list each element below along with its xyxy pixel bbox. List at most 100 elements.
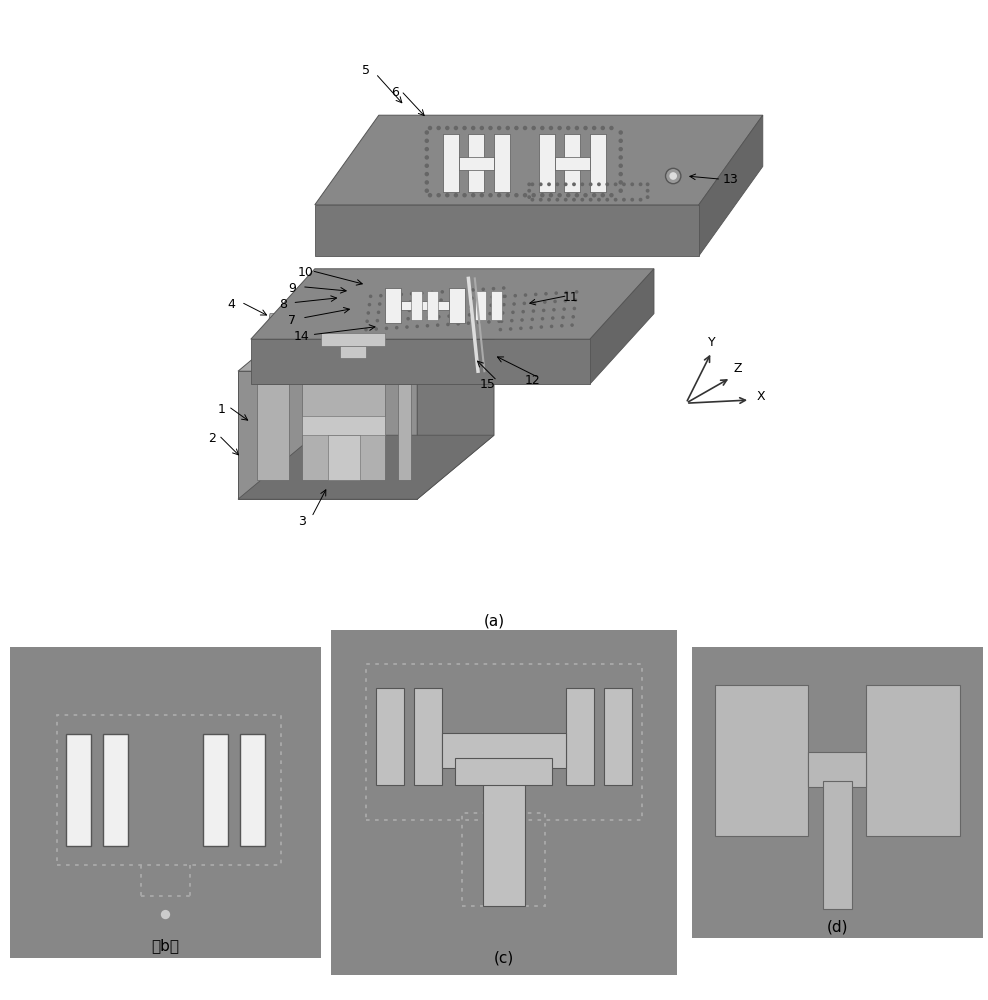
Circle shape [478, 312, 481, 316]
Bar [442, 733, 566, 768]
Circle shape [630, 198, 634, 202]
Polygon shape [401, 301, 450, 310]
Circle shape [449, 306, 453, 310]
Circle shape [618, 139, 623, 143]
Circle shape [384, 327, 388, 330]
Circle shape [557, 126, 562, 130]
Circle shape [425, 155, 429, 160]
Circle shape [646, 189, 649, 193]
Bar [375, 688, 403, 785]
Circle shape [502, 303, 506, 306]
Circle shape [538, 198, 542, 202]
Bar [455, 758, 552, 785]
Circle shape [161, 910, 170, 919]
Circle shape [561, 316, 565, 319]
Circle shape [549, 325, 553, 328]
Text: 3: 3 [298, 515, 306, 528]
Circle shape [426, 324, 429, 328]
Polygon shape [458, 157, 494, 170]
Text: (c): (c) [494, 951, 514, 966]
Circle shape [533, 301, 536, 305]
Circle shape [646, 182, 649, 186]
Circle shape [437, 315, 441, 319]
Circle shape [450, 298, 453, 301]
Circle shape [491, 295, 494, 299]
Circle shape [511, 311, 515, 314]
Circle shape [544, 292, 547, 296]
Circle shape [564, 182, 567, 186]
Circle shape [589, 198, 593, 202]
Circle shape [445, 126, 450, 130]
Circle shape [589, 182, 593, 186]
Circle shape [418, 308, 421, 312]
Circle shape [614, 182, 618, 186]
Circle shape [419, 300, 423, 303]
Circle shape [554, 291, 558, 295]
Polygon shape [328, 435, 360, 480]
Polygon shape [264, 314, 308, 352]
Polygon shape [315, 115, 763, 205]
Circle shape [462, 193, 466, 197]
Circle shape [427, 316, 431, 319]
Bar [715, 685, 808, 836]
Circle shape [610, 126, 614, 130]
Circle shape [471, 126, 475, 130]
Circle shape [428, 126, 432, 130]
Circle shape [528, 182, 532, 186]
Circle shape [425, 130, 429, 135]
Bar [483, 775, 525, 906]
Circle shape [524, 293, 528, 297]
Circle shape [548, 193, 553, 197]
Text: 12: 12 [525, 374, 540, 387]
Circle shape [597, 198, 601, 202]
Circle shape [425, 188, 429, 193]
Circle shape [543, 300, 546, 304]
Circle shape [436, 323, 440, 327]
Circle shape [532, 126, 535, 130]
Circle shape [563, 299, 567, 303]
Circle shape [387, 310, 390, 313]
Circle shape [399, 293, 403, 296]
Bar [414, 688, 442, 785]
Circle shape [534, 293, 537, 296]
Polygon shape [468, 134, 484, 192]
Circle shape [448, 314, 451, 318]
Circle shape [406, 317, 410, 321]
Polygon shape [315, 314, 398, 352]
Circle shape [630, 182, 634, 186]
Circle shape [396, 318, 400, 321]
Circle shape [521, 318, 524, 322]
Circle shape [377, 302, 381, 306]
Text: 15: 15 [479, 377, 496, 390]
Polygon shape [238, 371, 417, 499]
Circle shape [461, 289, 464, 292]
Circle shape [622, 182, 625, 186]
Circle shape [492, 287, 495, 290]
Bar [103, 734, 128, 846]
Circle shape [539, 325, 543, 329]
Circle shape [547, 182, 551, 186]
Circle shape [459, 297, 463, 301]
Circle shape [480, 296, 484, 299]
Circle shape [574, 298, 577, 302]
Bar [66, 734, 91, 846]
Bar [566, 688, 594, 785]
Bar [604, 688, 631, 785]
Polygon shape [321, 333, 385, 346]
Circle shape [618, 172, 623, 176]
Circle shape [481, 287, 485, 291]
Polygon shape [302, 416, 385, 435]
Circle shape [573, 307, 576, 310]
Polygon shape [404, 314, 430, 352]
Text: 7: 7 [288, 314, 296, 326]
Circle shape [417, 316, 420, 320]
Polygon shape [590, 134, 606, 192]
Polygon shape [411, 291, 422, 320]
Circle shape [479, 126, 484, 130]
Circle shape [467, 313, 471, 317]
Circle shape [488, 126, 493, 130]
Bar [823, 781, 852, 909]
Circle shape [557, 193, 562, 197]
Circle shape [575, 126, 579, 130]
Polygon shape [417, 307, 494, 499]
